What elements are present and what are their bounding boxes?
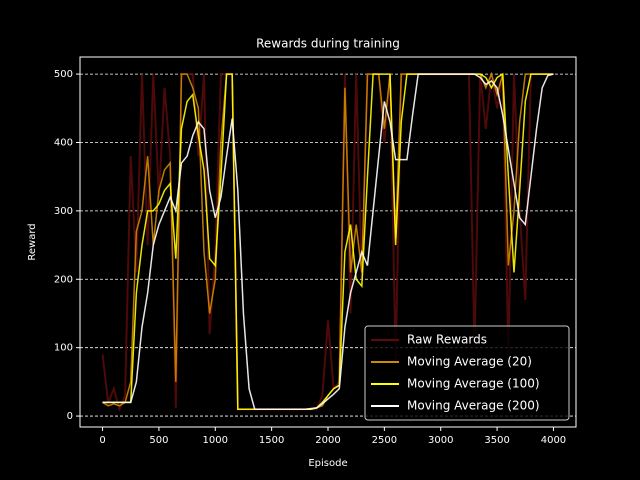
chart-title: Rewards during training — [256, 37, 400, 51]
legend: Raw Rewards Moving Average (20) Moving Ave… — [364, 325, 570, 421]
y-tick-label: 500 — [54, 69, 73, 80]
y-axis-label: Reward — [27, 223, 38, 260]
y-tick-label: 400 — [54, 137, 73, 148]
y-tick-label: 200 — [54, 274, 73, 285]
legend-label: Moving Average (100) — [407, 377, 540, 391]
legend-label: Moving Average (20) — [407, 355, 532, 369]
x-tick-label: 3500 — [484, 435, 509, 446]
x-tick-label: 0 — [99, 435, 105, 446]
series-line — [102, 72, 554, 410]
y-tick-label: 300 — [54, 206, 73, 217]
plot-frame — [79, 56, 577, 428]
series-line — [102, 73, 554, 410]
y-tick-label: 100 — [54, 343, 73, 354]
x-tick-label: 500 — [149, 435, 168, 446]
x-tick-label: 1500 — [259, 435, 284, 446]
y-tick-label: 0 — [67, 411, 73, 422]
x-tick-label: 1000 — [203, 435, 228, 446]
x-tick-label: 4000 — [541, 435, 566, 446]
legend-label: Moving Average (200) — [407, 399, 540, 413]
x-axis-label: Episode — [308, 458, 347, 469]
legend-box — [364, 325, 570, 421]
x-tick-label: 3000 — [428, 435, 453, 446]
x-tick-label: 2500 — [372, 435, 397, 446]
legend-label: Raw Rewards — [407, 333, 487, 347]
x-tick-label: 2000 — [315, 435, 340, 446]
